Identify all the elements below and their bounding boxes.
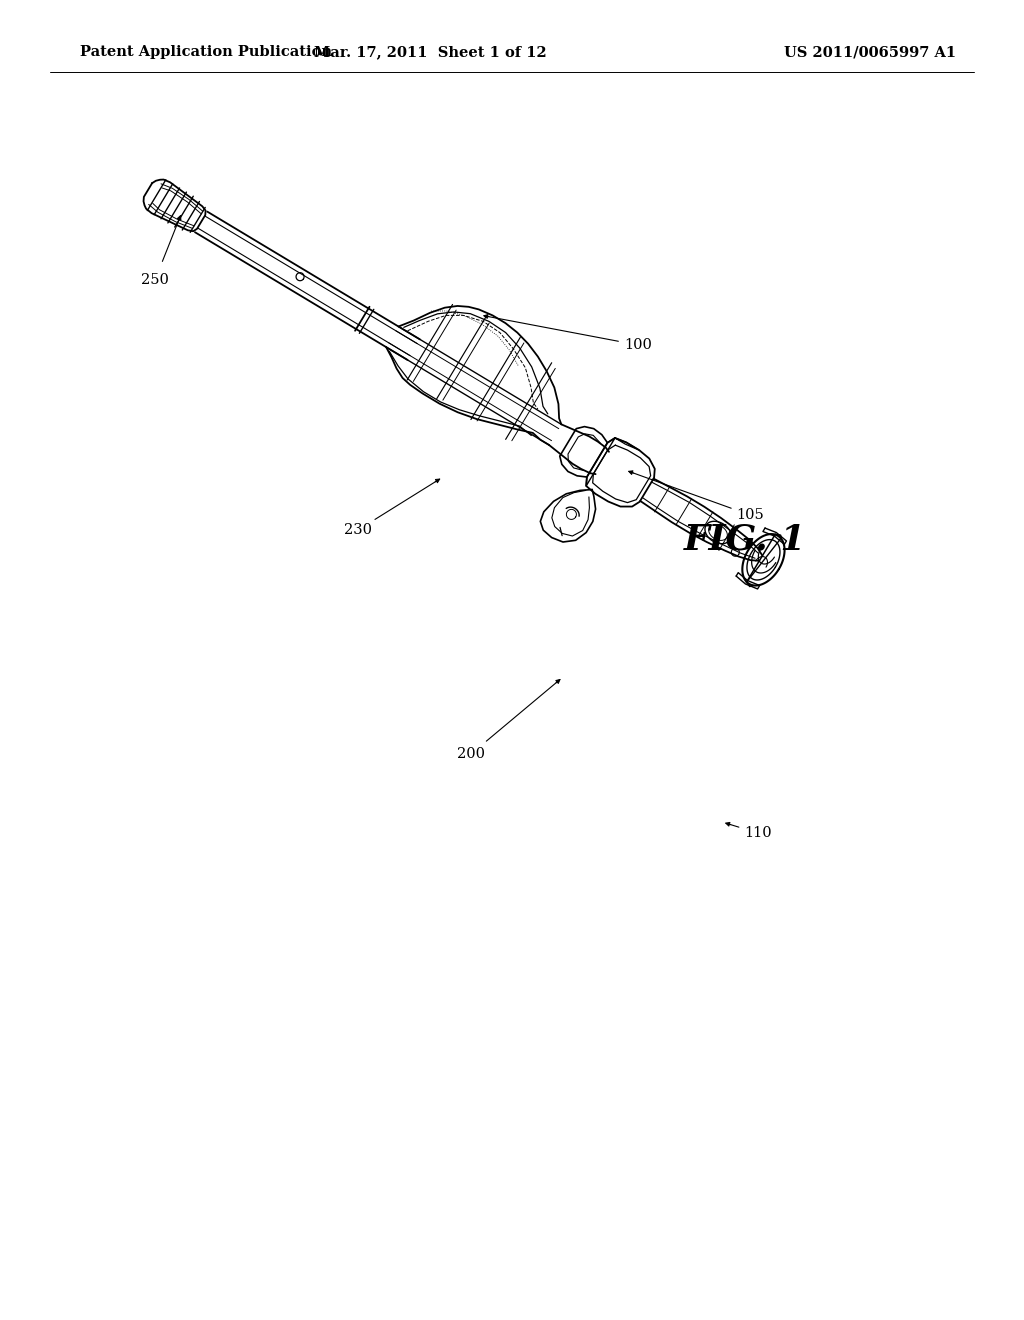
Text: US 2011/0065997 A1: US 2011/0065997 A1	[784, 45, 956, 59]
Text: 200: 200	[457, 747, 485, 762]
Text: 100: 100	[624, 338, 652, 352]
Text: Patent Application Publication: Patent Application Publication	[80, 45, 332, 59]
Text: Mar. 17, 2011  Sheet 1 of 12: Mar. 17, 2011 Sheet 1 of 12	[313, 45, 547, 59]
Text: 230: 230	[344, 523, 372, 537]
Text: 250: 250	[141, 273, 169, 286]
Text: FIG. 1: FIG. 1	[684, 523, 806, 557]
Text: 105: 105	[736, 508, 764, 521]
Text: 110: 110	[744, 826, 772, 840]
